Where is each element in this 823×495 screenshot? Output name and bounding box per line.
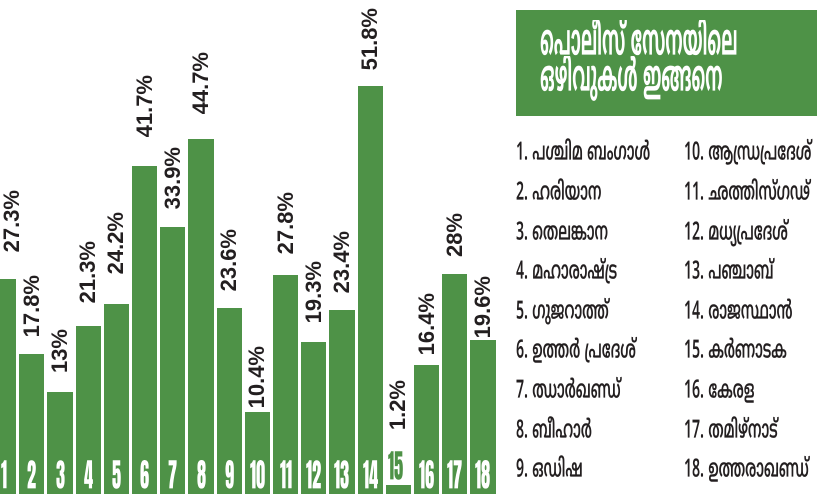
legend-item-glyphs [684, 455, 810, 482]
legend-item-text: 17. തമിഴ്നാട് [783, 403, 784, 404]
legend-item: 9. ഒഡിഷ [514, 442, 586, 495]
bar [0, 279, 17, 494]
legend-item-text: 3. തെലങ്കാന [612, 205, 613, 206]
bar [357, 86, 383, 494]
legend-item-text: 18. ഉത്തരാഖണ്ഡ് [814, 442, 815, 443]
bar [442, 273, 468, 494]
legend-item-text: 1. പശ്ചിമ ബംഗാൾ [654, 125, 655, 126]
bar [19, 353, 45, 494]
legend-item-number: 14. [796, 284, 797, 285]
legend-item-number: 10. [817, 125, 818, 126]
legend-item-text: 14. രാജസ്ഥാൻ [796, 284, 797, 285]
bar [160, 227, 186, 494]
legend-item-number: 3. [612, 205, 613, 206]
legend-item-text: 10. ആന്ധ്രപ്രദേശ് [817, 125, 818, 126]
legend-item-text: 4. മഹാരാഷ്ട്ര [621, 244, 622, 245]
legend-item-number: 17. [783, 403, 784, 404]
legend-item-number: 18. [814, 442, 815, 443]
legend-item-text: 6. ഉത്തർ പ്രദേശ് [642, 323, 643, 324]
legend-item: 18. ഉത്തരാഖണ്ഡ് [682, 442, 814, 495]
legend-item-number: 6. [642, 323, 643, 324]
bar [132, 165, 158, 494]
bar [188, 138, 214, 494]
title-box: പൊലീസ് സേനയിലെഒഴിവുകൾ ഇങ്ങനെ [516, 10, 817, 116]
bar [385, 484, 411, 494]
bar [273, 275, 299, 494]
bar [47, 391, 73, 494]
legend-item-glyphs [516, 455, 583, 478]
legend-item-number: 4. [621, 244, 622, 245]
legend-item-number: 1. [654, 125, 655, 126]
